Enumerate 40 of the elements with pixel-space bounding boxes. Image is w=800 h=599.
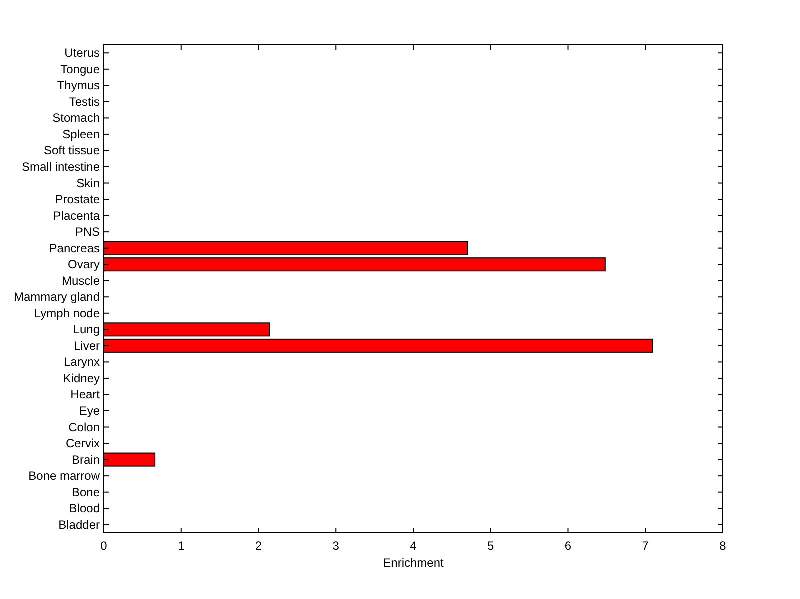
y-tick-label: Soft tissue: [44, 144, 100, 158]
y-tick-label: Colon: [68, 420, 100, 434]
y-tick-label: Bone: [72, 485, 100, 500]
y-tick-label: Tongue: [60, 62, 100, 76]
y-tick-label: Larynx: [64, 355, 100, 370]
x-tick-label: 1: [178, 539, 186, 553]
y-tick-label: Blood: [69, 502, 100, 516]
y-tick-label: Heart: [70, 388, 101, 402]
y-tick-label: Muscle: [62, 274, 100, 288]
y-tick-label: Lung: [73, 322, 100, 337]
y-tick-label: Bone marrow: [28, 469, 100, 484]
y-tick-label: Thymus: [57, 78, 100, 93]
x-tick-label: 6: [564, 539, 572, 553]
x-tick-label: 3: [332, 539, 340, 553]
y-tick-label: Testis: [69, 94, 100, 109]
y-tick-label: Mammary gland: [14, 290, 100, 304]
y-tick-label: Placenta: [53, 208, 100, 223]
y-tick-label: Uterus: [64, 46, 100, 60]
y-tick-label: Bladder: [58, 518, 100, 532]
x-tick-label: 5: [488, 539, 495, 553]
y-tick-label: Lymph node: [34, 306, 100, 320]
y-tick-label: PNS: [75, 225, 100, 240]
x-tick-label: 0: [100, 539, 108, 553]
y-tick-label: Ovary: [68, 258, 100, 272]
y-tick-label: Eye: [79, 404, 100, 418]
y-tick-label: Kidney: [63, 371, 100, 386]
y-tick-label: Skin: [76, 176, 100, 190]
y-tick-label: Cervix: [66, 436, 100, 451]
x-tick-label: 8: [720, 539, 727, 553]
y-tick-label: Small intestine: [22, 160, 100, 174]
x-tick-label: 7: [642, 539, 650, 553]
y-tick-label: Brain: [72, 452, 100, 467]
y-tick-label: Spleen: [62, 127, 100, 142]
y-tick-label: Pancreas: [49, 241, 100, 256]
x-tick-label: 4: [410, 539, 418, 553]
y-tick-label: Stomach: [52, 111, 100, 126]
x-tick-label: 2: [255, 539, 262, 553]
x-axis-title: Enrichment: [383, 556, 445, 570]
y-tick-label: Liver: [74, 338, 100, 353]
y-tick-label: Prostate: [55, 192, 100, 207]
